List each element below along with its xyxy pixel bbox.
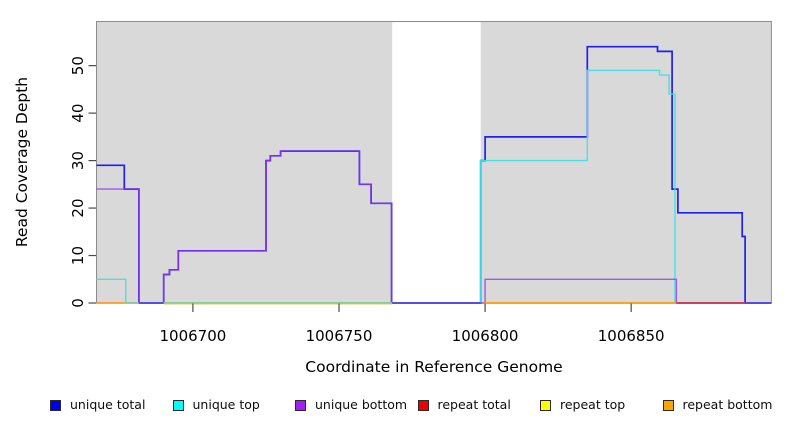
y-tick-label: 30 xyxy=(69,151,87,170)
legend-swatch-icon xyxy=(172,399,184,411)
coverage-plot: 1006700 1006750 1006800 100685001020304050 … xyxy=(13,21,772,376)
zero-depth-line-segments xyxy=(96,302,772,305)
x-tick-label: 1006750 xyxy=(306,327,373,345)
legend-label: repeat bottom xyxy=(682,397,773,412)
legend-item-repeat-total: repeat total xyxy=(417,397,541,413)
y-tick-label: 10 xyxy=(69,246,87,265)
x-tick-label: 1006700 xyxy=(160,327,227,345)
y-tick-label: 0 xyxy=(69,298,87,308)
legend-item-unique-top: unique top xyxy=(172,397,296,413)
plot-background xyxy=(96,21,772,304)
legend-swatch-icon xyxy=(540,399,551,411)
legend-label: unique bottom xyxy=(315,397,408,412)
legend-item-unique-total: unique total xyxy=(50,397,173,413)
y-tick-label: 50 xyxy=(69,56,87,75)
legend-item-repeat-top: repeat top xyxy=(540,397,663,413)
axes: 1006700 1006750 1006800 1006850 0 10 20 30 40 50 xyxy=(69,56,665,345)
x-tick-label: 1006800 xyxy=(452,327,519,345)
legend-label: unique top xyxy=(192,397,260,412)
y-tick-label: 20 xyxy=(69,199,87,218)
legend-swatch-icon xyxy=(50,399,61,411)
x-axis-title: Coordinate in Reference Genome xyxy=(305,358,562,376)
legend-swatch-icon xyxy=(662,399,674,411)
y-axis-title: Read Coverage Depth xyxy=(13,77,31,247)
legend-label: unique total xyxy=(70,397,146,412)
legend-swatch-icon xyxy=(417,399,429,411)
legend: unique total unique top unique bottom repea… xyxy=(50,397,785,413)
legend-item-unique-bottom: unique bottom xyxy=(295,397,418,413)
x-tick-label: 1006850 xyxy=(598,327,665,345)
y-tick-label: 40 xyxy=(69,104,87,123)
missing-data-band xyxy=(392,22,481,303)
legend-swatch-icon xyxy=(295,399,306,411)
legend-item-repeat-bottom: repeat bottom xyxy=(662,397,786,413)
legend-label: repeat total xyxy=(437,397,511,412)
legend-label: repeat top xyxy=(560,397,626,412)
